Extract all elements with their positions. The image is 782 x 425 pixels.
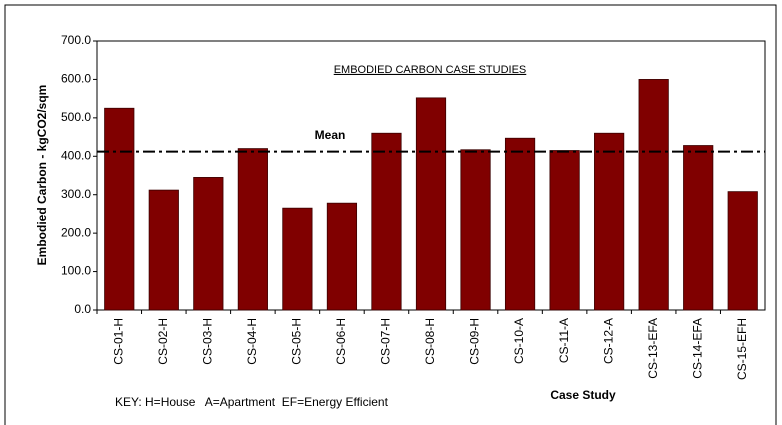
y-tick-label: 100.0 bbox=[61, 264, 91, 278]
x-tick-label: CS-14-EFA bbox=[690, 318, 704, 379]
mean-label: Mean bbox=[315, 128, 346, 142]
bar bbox=[504, 137, 536, 311]
x-tick-label: CS-06-H bbox=[334, 318, 348, 365]
bar bbox=[460, 149, 491, 311]
x-tick-label: CS-12-A bbox=[601, 318, 615, 364]
y-tick-label: 700.0 bbox=[61, 33, 91, 47]
x-tick-label: CS-05-H bbox=[290, 318, 304, 365]
bar bbox=[237, 148, 268, 311]
x-tick-label: CS-13-EFA bbox=[646, 318, 660, 379]
x-tick-label: CS-08-H bbox=[423, 318, 437, 365]
bar bbox=[638, 79, 669, 311]
bar bbox=[326, 202, 358, 311]
x-tick-label: CS-04-H bbox=[245, 318, 259, 365]
x-tick-label: CS-09-H bbox=[468, 318, 482, 365]
y-tick-label: 300.0 bbox=[61, 187, 91, 201]
y-tick-label: 600.0 bbox=[61, 72, 91, 86]
bar bbox=[415, 97, 447, 311]
x-tick-label: CS-10-A bbox=[512, 318, 526, 364]
x-tick-label: CS-15-EFH bbox=[735, 318, 749, 380]
x-tick-label: CS-02-H bbox=[156, 318, 170, 365]
bar bbox=[549, 150, 580, 311]
x-tick-label: CS-11-A bbox=[557, 318, 571, 363]
y-tick-label: 500.0 bbox=[61, 110, 91, 124]
y-tick-label: 400.0 bbox=[61, 148, 91, 162]
bar bbox=[371, 132, 402, 311]
y-axis-title: Embodied Carbon - kgCO2/sqm bbox=[35, 85, 49, 266]
x-axis-title: Case Study bbox=[550, 388, 616, 402]
key-text: KEY: H=House A=Apartment EF=Energy Effic… bbox=[115, 395, 389, 409]
bar bbox=[727, 191, 758, 311]
bar bbox=[282, 207, 313, 311]
x-tick-label: CS-01-H bbox=[111, 318, 125, 365]
x-tick-label: CS-03-H bbox=[201, 318, 215, 365]
bar bbox=[594, 132, 625, 311]
annotation: EMBODIED CARBON CASE STUDIES bbox=[334, 64, 527, 76]
bar bbox=[683, 145, 714, 311]
x-tick-label: CS-07-H bbox=[379, 318, 393, 365]
y-tick-label: 0.0 bbox=[74, 302, 91, 316]
bar bbox=[104, 107, 135, 311]
bar bbox=[193, 177, 224, 311]
bar bbox=[148, 189, 179, 311]
y-tick-label: 200.0 bbox=[61, 225, 91, 239]
